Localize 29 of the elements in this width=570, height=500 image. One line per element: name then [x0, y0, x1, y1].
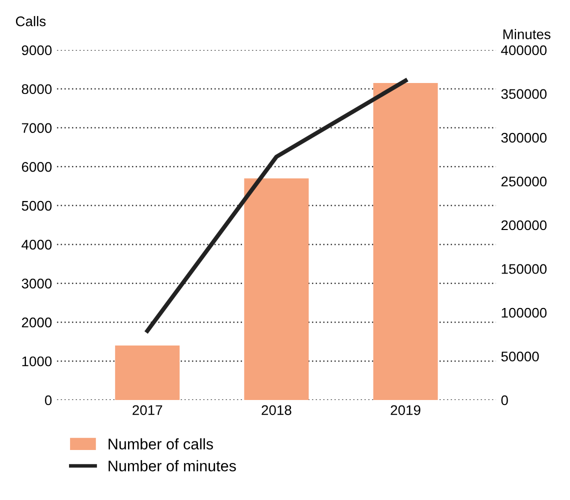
y2-tick-label: 50000	[501, 352, 539, 362]
y-tick-label: 4000	[22, 240, 52, 250]
bar	[115, 346, 180, 400]
y2-tick-label: 150000	[502, 264, 547, 274]
x-tick-label: 2017	[132, 405, 162, 416]
y2-axis-title: Minutes	[503, 29, 550, 40]
y-tick-label: 0	[44, 395, 52, 406]
y2-tick-label: 250000	[501, 176, 547, 186]
y2-tick-label: 350000	[501, 89, 547, 99]
y2-tick-label: 100000	[502, 308, 547, 318]
y-tick-label: 1000	[22, 356, 52, 366]
y-tick-label: 6000	[22, 162, 52, 172]
y2-tick-label: 0	[501, 395, 508, 406]
y-axis-title: Calls	[16, 16, 46, 26]
y-tick-label: 2000	[22, 318, 52, 328]
bar	[244, 178, 309, 400]
y2-tick-label: 300000	[501, 132, 547, 143]
y-tick-label: 5000	[22, 200, 52, 211]
bar	[373, 83, 438, 400]
y2-tick-label: 200000	[501, 220, 547, 230]
y2-tick-label: 400000	[501, 45, 547, 56]
x-tick-label: 2018	[262, 405, 292, 416]
legend-label: Number of minutes	[108, 460, 236, 472]
y-tick-label: 7000	[22, 123, 52, 133]
legend-label: Number of calls	[108, 438, 213, 450]
x-tick-label: 2019	[390, 405, 420, 416]
y-tick-label: 9000	[22, 45, 52, 56]
y-tick-label: 8000	[22, 84, 52, 94]
y-tick-label: 3000	[22, 278, 52, 289]
